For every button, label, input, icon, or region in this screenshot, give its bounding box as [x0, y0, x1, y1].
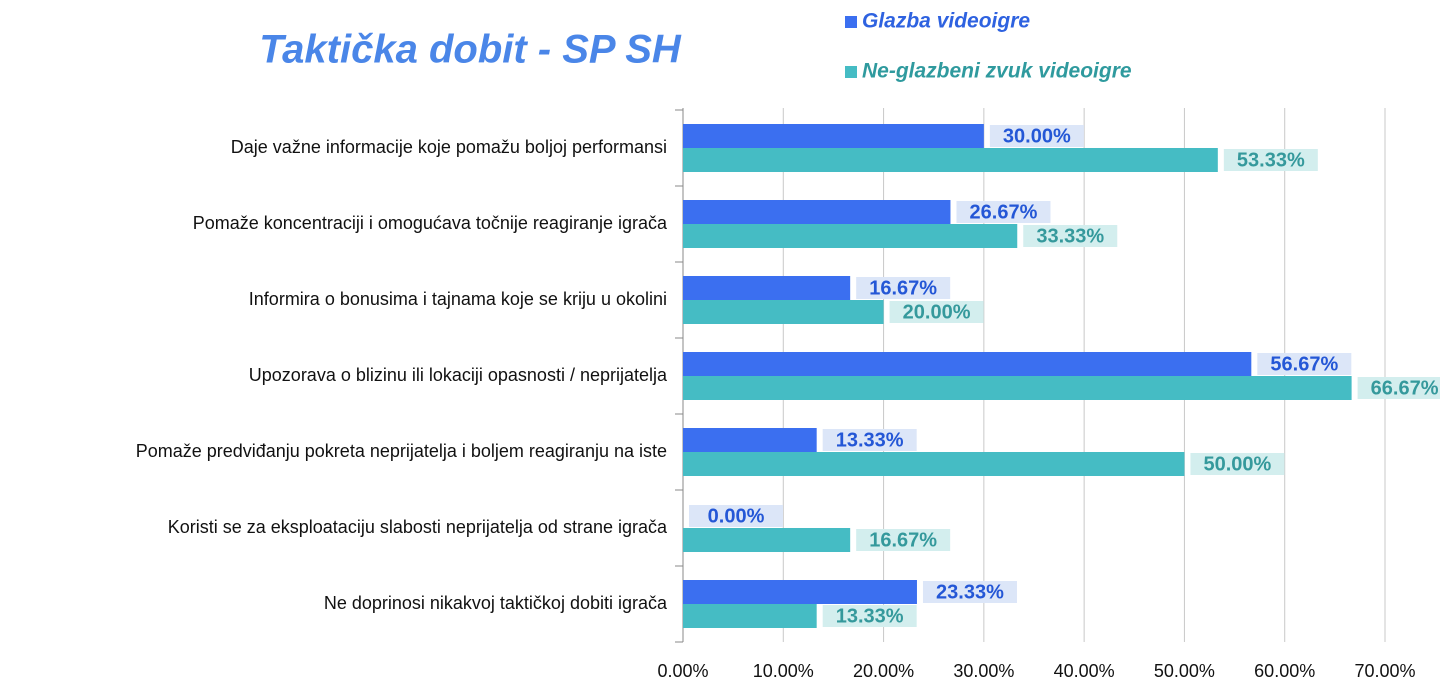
- bar: [683, 604, 817, 628]
- value-label-bg: [1190, 453, 1285, 475]
- y-tick-label: Ne doprinosi nikakvoj taktičkoj dobiti i…: [324, 593, 668, 613]
- value-label-bg: [856, 277, 951, 299]
- legend-swatch: [845, 66, 857, 78]
- value-label-bg: [822, 429, 917, 451]
- value-label: 20.00%: [903, 301, 971, 323]
- value-label: 16.67%: [869, 529, 937, 551]
- value-label: 13.33%: [836, 429, 904, 451]
- bar: [683, 300, 884, 324]
- bar: [683, 200, 951, 224]
- y-tick-label: Koristi se za eksploataciju slabosti nep…: [168, 517, 668, 537]
- bar: [683, 452, 1185, 476]
- value-label-bg: [689, 505, 783, 527]
- value-label: 26.67%: [970, 201, 1038, 223]
- bar: [683, 148, 1218, 172]
- value-label: 66.67%: [1371, 377, 1439, 399]
- value-label: 0.00%: [708, 505, 765, 527]
- bar: [683, 376, 1352, 400]
- value-label-bg: [989, 125, 1084, 147]
- bar: [683, 580, 917, 604]
- y-tick-label: Pomaže predviđanju pokreta neprijatelja …: [136, 441, 667, 461]
- x-tick-label: 10.00%: [753, 661, 814, 681]
- value-label: 33.33%: [1036, 225, 1104, 247]
- value-label: 53.33%: [1237, 149, 1305, 171]
- value-label-bg: [922, 581, 1017, 603]
- bar: [683, 224, 1018, 248]
- x-tick-label: 40.00%: [1054, 661, 1115, 681]
- value-label-bg: [956, 201, 1051, 223]
- value-label-bg: [1257, 353, 1352, 375]
- x-tick-label: 70.00%: [1354, 661, 1415, 681]
- bar: [683, 124, 984, 148]
- value-label: 30.00%: [1003, 125, 1071, 147]
- x-tick-label: 60.00%: [1254, 661, 1315, 681]
- bar: [683, 352, 1252, 376]
- value-label-bg: [856, 529, 951, 551]
- value-label: 23.33%: [936, 581, 1004, 603]
- value-label: 56.67%: [1270, 353, 1338, 375]
- value-label: 50.00%: [1204, 453, 1272, 475]
- bar: [683, 428, 817, 452]
- chart-title: Taktička dobit - SP SH: [259, 28, 682, 72]
- value-label: 16.67%: [869, 277, 937, 299]
- value-label-bg: [1357, 377, 1440, 399]
- x-tick-label: 0.00%: [657, 661, 708, 681]
- y-tick-label: Informira o bonusima i tajnama koje se k…: [249, 289, 667, 309]
- y-tick-label: Pomaže koncentraciji i omogućava točnije…: [193, 213, 668, 233]
- value-label: 13.33%: [836, 605, 904, 627]
- value-label-bg: [822, 605, 917, 627]
- y-tick-label: Upozorava o blizinu ili lokaciji opasnos…: [249, 365, 668, 385]
- x-tick-label: 20.00%: [853, 661, 914, 681]
- x-tick-label: 50.00%: [1154, 661, 1215, 681]
- legend-label: Ne-glazbeni zvuk videoigre: [862, 60, 1132, 83]
- value-label-bg: [1223, 149, 1318, 171]
- value-label-bg: [889, 301, 984, 323]
- x-tick-label: 30.00%: [953, 661, 1014, 681]
- value-label-bg: [1023, 225, 1118, 247]
- y-tick-label: Daje važne informacije koje pomažu boljo…: [231, 137, 667, 157]
- bar: [683, 528, 851, 552]
- legend-swatch: [845, 16, 857, 28]
- bar: [683, 276, 851, 300]
- legend-label: Glazba videoigre: [862, 10, 1030, 33]
